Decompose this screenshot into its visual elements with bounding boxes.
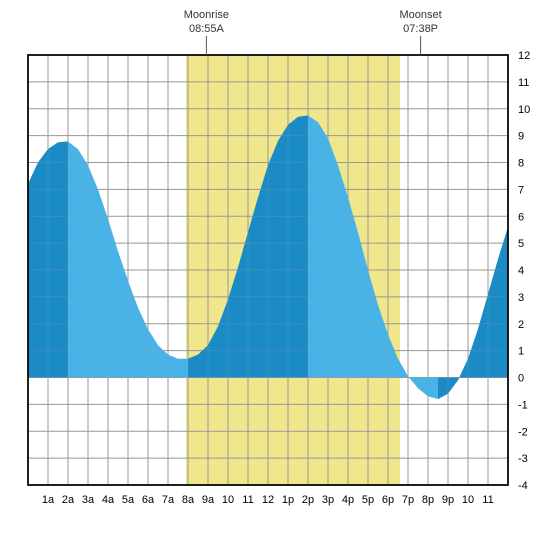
y-tick-label: -3 <box>518 453 528 465</box>
y-tick-label: 12 <box>518 50 530 62</box>
x-tick-label: 6a <box>142 494 155 506</box>
x-tick-label: 12 <box>262 494 274 506</box>
x-tick-label: 1a <box>42 494 55 506</box>
y-tick-label: -1 <box>518 399 528 411</box>
y-tick-label: -2 <box>518 426 528 438</box>
x-tick-label: 11 <box>482 494 493 506</box>
annotation-time: 07:38P <box>403 23 438 35</box>
chart-svg: 1a2a3a4a5a6a7a8a9a1011121p2p3p4p5p6p7p8p… <box>0 0 550 550</box>
x-tick-label: 7p <box>402 494 414 506</box>
x-tick-label: 2p <box>302 494 314 506</box>
x-tick-label: 5p <box>362 494 374 506</box>
y-tick-label: 4 <box>518 265 524 277</box>
y-tick-label: 5 <box>518 238 524 250</box>
x-tick-label: 3p <box>322 494 334 506</box>
annotation-label: Moonset <box>399 9 441 21</box>
annotation-time: 08:55A <box>189 23 225 35</box>
x-tick-label: 11 <box>242 494 253 506</box>
x-tick-label: 1p <box>282 494 294 506</box>
tide-chart: 1a2a3a4a5a6a7a8a9a1011121p2p3p4p5p6p7p8p… <box>0 0 550 550</box>
x-tick-label: 4a <box>102 494 115 506</box>
x-tick-label: 2a <box>62 494 75 506</box>
x-tick-label: 4p <box>342 494 354 506</box>
y-tick-label: 8 <box>518 158 524 170</box>
x-tick-label: 3a <box>82 494 95 506</box>
y-tick-label: 9 <box>518 131 524 143</box>
y-tick-label: 1 <box>518 346 524 358</box>
x-tick-label: 6p <box>382 494 394 506</box>
y-tick-label: 2 <box>518 319 524 331</box>
y-tick-label: 11 <box>518 77 529 89</box>
annotation-label: Moonrise <box>184 9 229 21</box>
x-tick-label: 8a <box>182 494 195 506</box>
x-tick-label: 7a <box>162 494 175 506</box>
x-tick-label: 10 <box>222 494 234 506</box>
x-tick-label: 9p <box>442 494 454 506</box>
x-tick-label: 9a <box>202 494 215 506</box>
y-tick-label: 10 <box>518 104 530 116</box>
x-tick-label: 8p <box>422 494 434 506</box>
y-tick-label: 6 <box>518 211 524 223</box>
y-tick-label: -4 <box>518 480 528 492</box>
y-tick-label: 0 <box>518 373 524 385</box>
y-tick-label: 7 <box>518 184 524 196</box>
y-tick-label: 3 <box>518 292 524 304</box>
x-tick-label: 10 <box>462 494 474 506</box>
x-tick-label: 5a <box>122 494 135 506</box>
